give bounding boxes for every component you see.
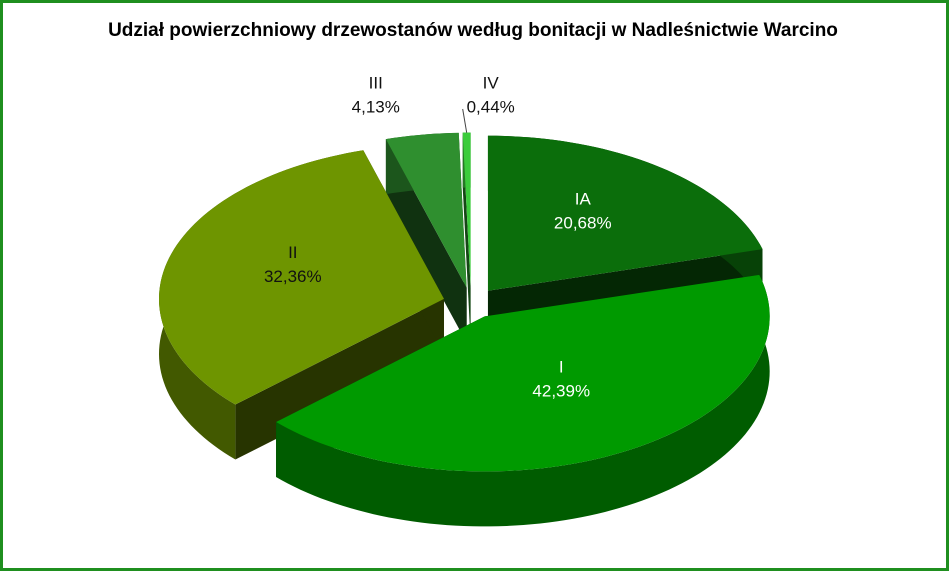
value-label: 20,68% [554, 213, 612, 232]
slice [385, 132, 467, 288]
slice-label: IV [483, 73, 500, 92]
chart-title: Udział powierzchniowy drzewostanów wedłu… [108, 20, 838, 41]
value-label: 32,36% [264, 267, 322, 286]
slice [276, 274, 770, 472]
slice [462, 132, 471, 343]
value-label: 0,44% [467, 97, 515, 116]
slice-side [276, 274, 770, 527]
slice [487, 135, 763, 291]
value-label: 4,13% [352, 97, 400, 116]
value-label: 42,39% [532, 381, 590, 400]
slice-label: I [559, 357, 564, 376]
slice [385, 132, 467, 343]
plot: IV 0,44% III 4,13% IA 20,68% II 32,36% I 42,39% [158, 73, 770, 527]
leader-line [462, 108, 468, 133]
slice [158, 150, 444, 405]
slice [462, 132, 471, 288]
slice-label: III [369, 73, 383, 92]
slice-label: IA [575, 189, 592, 208]
slice [276, 274, 770, 527]
slice-label: II [288, 243, 297, 262]
